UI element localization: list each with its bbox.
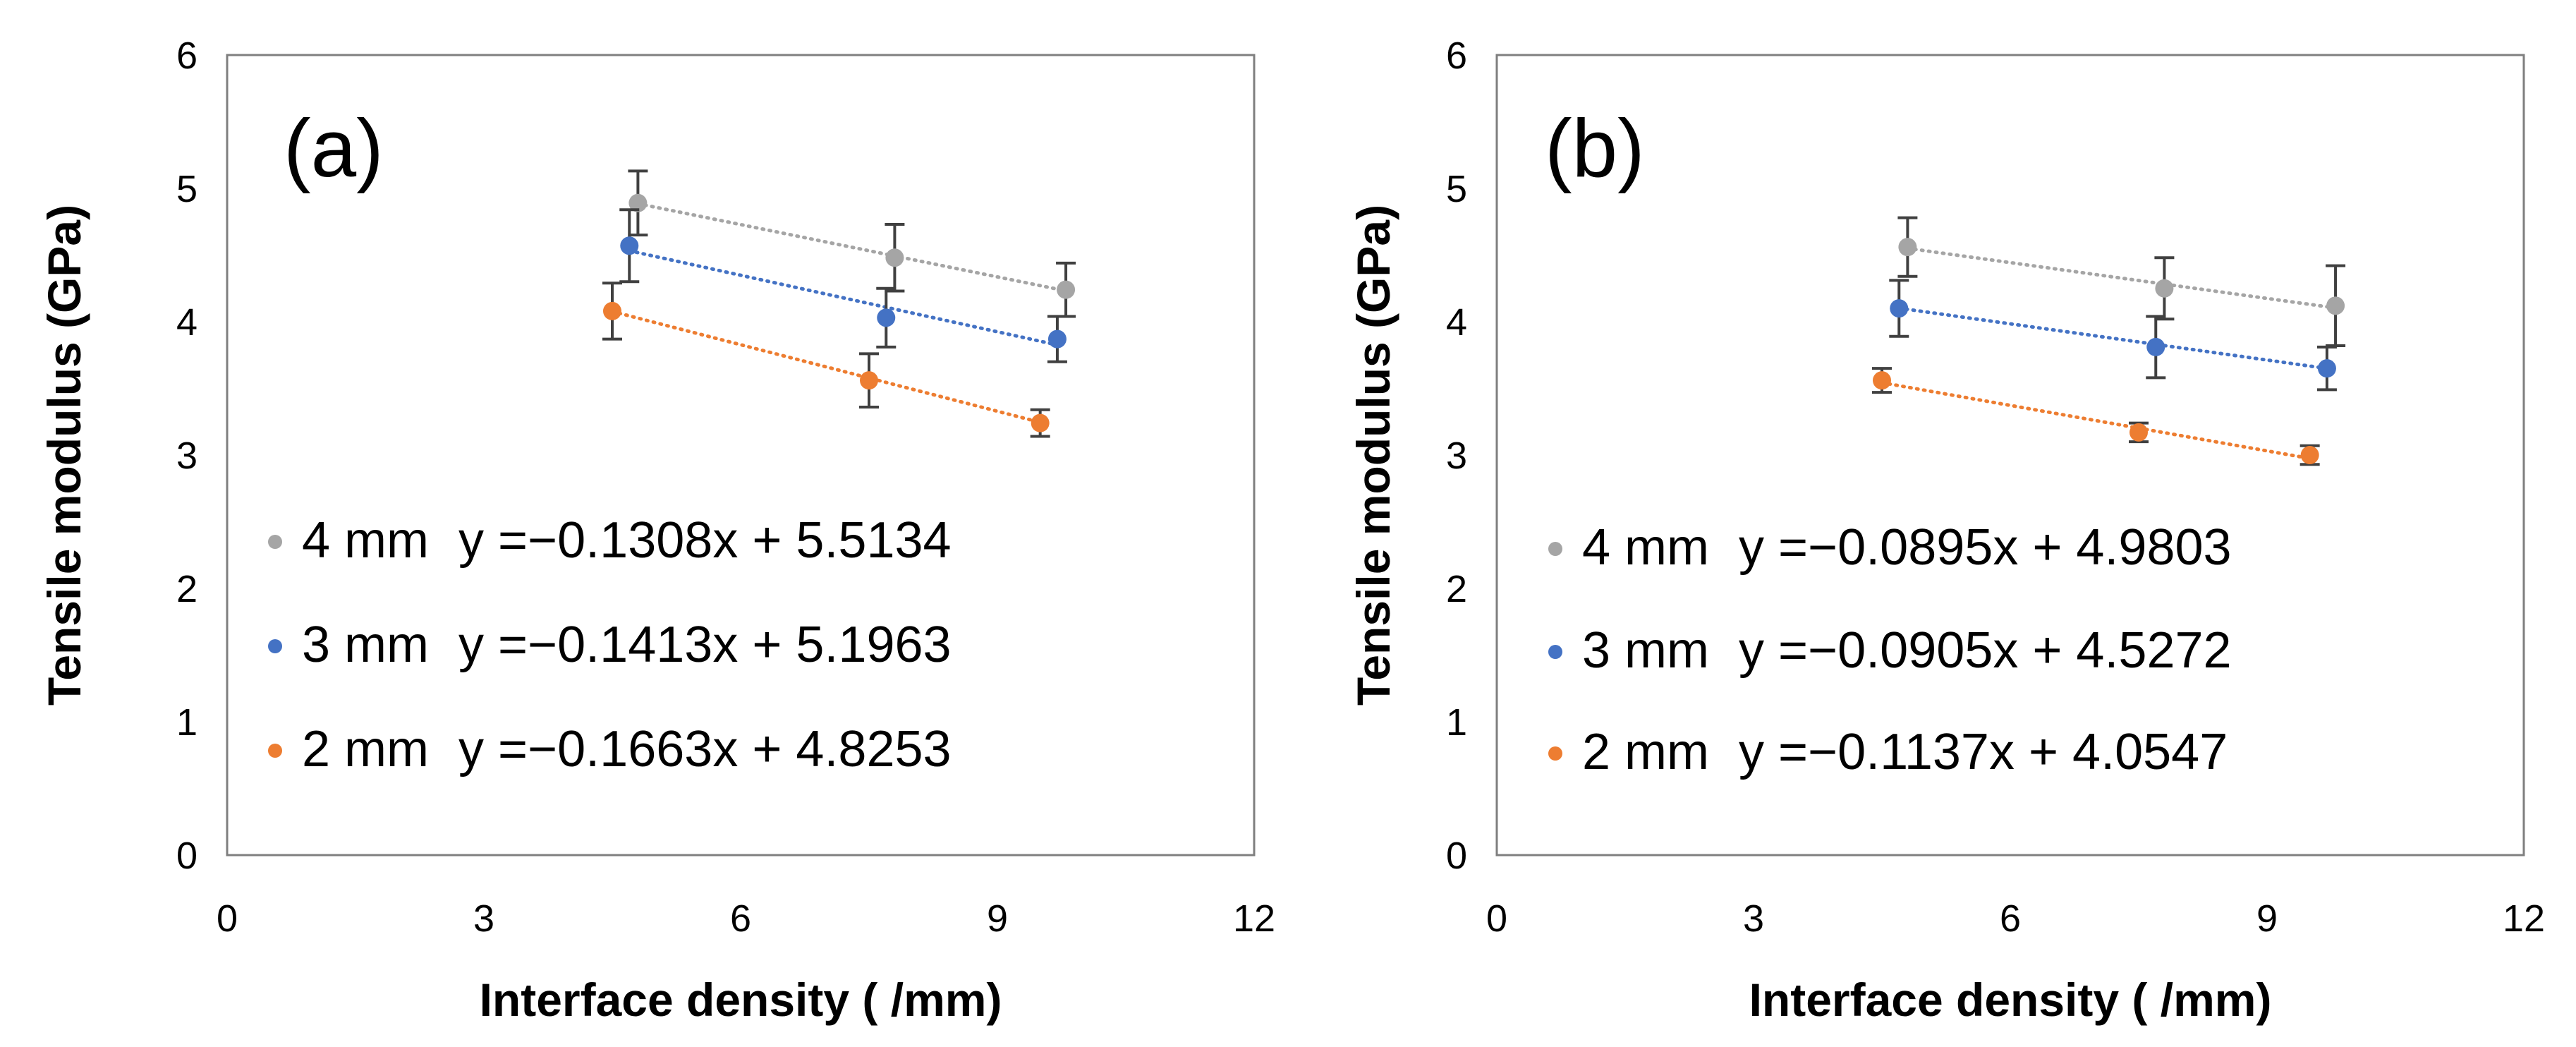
data-point [2130,423,2148,442]
series-3mm [1889,279,2337,392]
x-tick-label: 6 [730,897,751,940]
y-tick-label: 1 [176,701,198,744]
y-tick-label: 3 [176,435,198,477]
legend-equation: y =−0.0905x + 4.5272 [1739,622,2232,679]
y-tick-label: 3 [1446,435,1467,477]
series-4mm [628,169,1076,318]
data-point [2300,446,2319,464]
legend-marker [1548,746,1562,761]
x-axis-title: Interface density ( /mm) [480,974,1002,1026]
legend-marker [1548,542,1562,556]
data-point [2155,279,2174,298]
data-point [1873,371,1891,390]
data-point [2326,296,2345,315]
legend-entry: 4 mm y =−0.1308x + 5.5134 [302,512,952,569]
legend-series-name: 3 mm [302,617,429,673]
x-tick-label: 3 [1743,897,1764,940]
series-3mm [619,208,1067,363]
x-tick-label: 0 [217,897,238,940]
x-tick-label: 9 [987,897,1008,940]
series-2mm [602,282,1050,438]
plot-frame [1495,54,2525,857]
y-tick-label: 4 [1446,301,1467,344]
data-point [1057,280,1076,299]
legend-entry: 4 mm y =−0.0895x + 4.9803 [1582,519,2232,576]
legend-equation: y =−0.1413x + 5.1963 [458,617,952,673]
legend-entry: 2 mm y =−0.1663x + 4.8253 [302,721,952,777]
trendline [1905,246,2338,310]
data-point [885,248,904,267]
legend-entry: 3 mm y =−0.0905x + 4.5272 [1582,622,2232,679]
series-2mm [1872,367,2320,466]
legend-series-name: 4 mm [302,512,429,569]
x-tick-label: 6 [2000,897,2021,940]
y-tick-label: 0 [176,835,198,877]
panel-label: (b) [1545,102,1645,194]
data-point [2146,337,2165,356]
data-point [860,371,878,390]
data-point [1031,413,1050,432]
y-tick-label: 5 [176,168,198,210]
x-tick-label: 12 [1233,897,1275,940]
data-point [603,301,621,320]
data-point [2317,359,2336,378]
legend-entry: 3 mm y =−0.1413x + 5.1963 [302,617,952,673]
trendline [610,309,1043,425]
data-point [877,308,896,327]
trendline [1880,380,2312,461]
trendline [636,202,1068,293]
data-point [628,193,648,212]
legend-series-name: 2 mm [302,721,429,777]
data-point [1047,329,1067,349]
y-tick-label: 6 [1446,35,1467,77]
trendline [627,248,1059,347]
trendline [1897,306,2329,370]
series-4mm [1897,216,2346,348]
legend-marker [268,744,282,758]
y-tick-label: 6 [176,35,198,77]
x-axis-title: Interface density ( /mm) [1749,974,2272,1026]
y-tick-label: 5 [1446,168,1467,210]
y-axis-title: Tensile modulus (GPa) [38,205,90,706]
x-tick-label: 0 [1486,897,1507,940]
legend-marker [1548,645,1562,659]
legend-equation: y =−0.1308x + 5.5134 [458,512,952,569]
data-point [1890,299,1909,318]
x-tick-label: 3 [473,897,494,940]
legend-equation: y =−0.1663x + 4.8253 [458,721,952,777]
y-tick-label: 2 [1446,568,1467,610]
legend-marker [268,535,282,549]
y-tick-label: 1 [1446,701,1467,744]
legend-marker [268,639,282,653]
panel-label: (a) [284,102,384,194]
legend: 4 mm y =−0.0895x + 4.9803 3 mm y =−0.0905x … [1548,519,2232,780]
legend-entry: 2 mm y =−0.1137x + 4.0547 [1582,724,2228,780]
legend-equation: y =−0.0895x + 4.9803 [1739,519,2232,576]
legend-series-name: 3 mm [1582,622,1709,679]
legend-series-name: 2 mm [1582,724,1709,780]
y-tick-label: 0 [1446,835,1467,877]
data-point [620,236,639,255]
legend-series-name: 4 mm [1582,519,1709,576]
x-tick-label: 12 [2503,897,2545,940]
data-point [1898,238,1917,257]
y-axis-title: Tensile modulus (GPa) [1347,205,1399,706]
y-tick-label: 2 [176,568,198,610]
plot-frame [226,54,1256,857]
legend: 4 mm y =−0.1308x + 5.5134 3 mm y =−0.1413x … [268,512,952,777]
x-tick-label: 9 [2256,897,2278,940]
y-tick-label: 4 [176,301,198,344]
legend-equation: y =−0.1137x + 4.0547 [1739,724,2228,780]
